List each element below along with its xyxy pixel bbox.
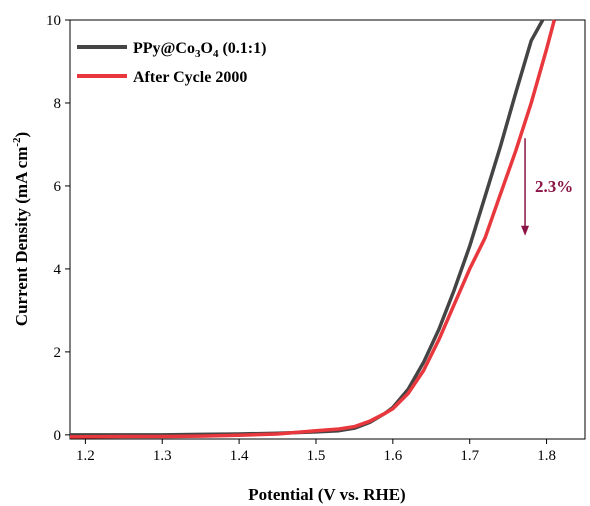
y-tick-label: 6 xyxy=(54,179,62,195)
x-tick-label: 1.7 xyxy=(460,448,479,464)
y-axis-title-end: ) xyxy=(12,132,31,138)
y-tick-label: 2 xyxy=(54,345,62,361)
x-tick-label: 1.3 xyxy=(153,448,172,464)
y-axis: 0 2 4 6 8 10 xyxy=(46,13,70,444)
x-tick-label: 1.5 xyxy=(307,448,326,464)
legend-label-1-prefix: PPy@Co xyxy=(133,40,195,57)
legend-label-2: After Cycle 2000 xyxy=(133,69,247,86)
y-axis-title-main: Current Density (mA cm xyxy=(12,147,31,327)
legend-label-1-suffix: (0.1:1) xyxy=(218,40,266,57)
legend-label-1-sub2: 4 xyxy=(213,48,219,60)
y-tick-label: 4 xyxy=(54,262,62,278)
series-line-2 xyxy=(69,19,556,439)
y-axis-title-sup: -2 xyxy=(11,137,23,147)
annotation-label: 2.3% xyxy=(535,177,573,196)
series-group xyxy=(69,19,556,439)
legend-label-1-sub1: 3 xyxy=(195,48,201,60)
y-tick-label: 10 xyxy=(46,13,61,29)
legend: PPy@Co3O4 (0.1:1) After Cycle 2000 xyxy=(77,40,266,86)
x-tick-label: 1.4 xyxy=(230,448,249,464)
plot-frame xyxy=(69,19,586,440)
legend-label-1-mid: O xyxy=(200,40,212,57)
y-tick-label: 8 xyxy=(54,96,62,112)
y-tick-label: 0 xyxy=(54,428,62,444)
plot-area xyxy=(69,19,586,440)
annotation-group: 2.3% xyxy=(521,138,573,236)
x-axis-title: Potential (V vs. RHE) xyxy=(248,485,405,504)
x-tick-label: 1.6 xyxy=(383,448,402,464)
y-axis-title: Current Density (mA cm-2) xyxy=(11,132,31,326)
x-axis: 1.2 1.3 1.4 1.5 1.6 1.7 1.8 xyxy=(76,439,556,464)
annotation-arrow-head xyxy=(521,225,530,236)
x-tick-label: 1.8 xyxy=(537,448,556,464)
legend-label-1: PPy@Co3O4 (0.1:1) xyxy=(133,40,266,60)
x-tick-label: 1.2 xyxy=(76,448,95,464)
